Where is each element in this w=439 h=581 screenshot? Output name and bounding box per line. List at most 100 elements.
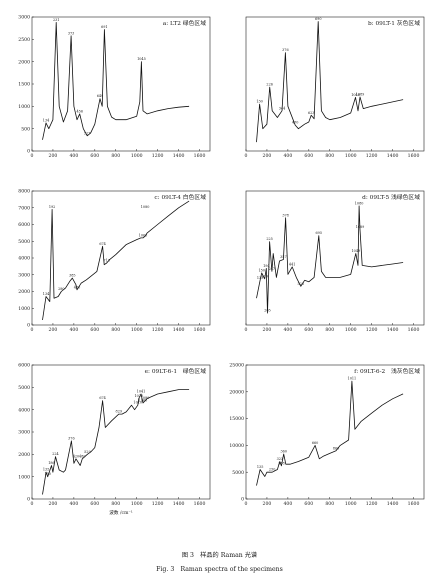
x-tick-label: 800	[325, 153, 334, 159]
x-tick-label: 1200	[366, 327, 378, 333]
x-tick-label: 1600	[408, 327, 420, 333]
peak-label: 441	[289, 262, 295, 266]
x-tick-label: 200	[263, 327, 272, 333]
peak-label: 134	[43, 118, 49, 122]
panel-title: c: 09LT-4 白色区域	[154, 193, 206, 201]
peak-label: 376	[282, 48, 288, 52]
spectrum-panel-4: 0 200 400 600 800 1000 1200 1400 1600 135 150 179 19…	[245, 190, 425, 333]
peak-label: 378	[282, 213, 288, 217]
x-tick-label: 0	[31, 501, 34, 507]
x-tick-label: 800	[325, 501, 334, 507]
peak-label: 713	[103, 259, 109, 263]
peak-label: 1046	[351, 93, 360, 97]
peak-label: 135	[257, 465, 263, 469]
peak-label: 360	[280, 449, 286, 453]
x-tick-label: 1400	[173, 153, 185, 159]
y-tick-label: 25000	[229, 363, 244, 369]
x-tick-label: 1000	[345, 153, 357, 159]
y-tick-label: 3000	[18, 15, 30, 21]
x-tick-label: 800	[111, 501, 120, 507]
x-tick-label: 0	[31, 153, 34, 159]
y-tick-label: 7000	[18, 205, 30, 211]
x-axis-label: 波数 /cm⁻¹	[109, 509, 133, 516]
y-tick-label: 0	[27, 497, 30, 503]
y-tick-label: 0	[27, 149, 30, 155]
peak-label: 226	[266, 83, 272, 87]
peak-label: 649	[97, 94, 103, 98]
x-tick-label: 1400	[387, 153, 399, 159]
peak-label: 231	[53, 18, 59, 22]
y-tick-label: 500	[21, 126, 30, 132]
y-tick-label: 15000	[229, 416, 244, 422]
y-tick-label: 5000	[18, 239, 30, 245]
plot-frame	[31, 190, 211, 326]
x-tick-label: 0	[245, 327, 248, 333]
x-tick-label: 1000	[131, 501, 143, 507]
peak-label: 430	[74, 285, 80, 289]
figure-caption-english: Fig. 3 Raman spectra of the specimens	[156, 566, 283, 573]
peak-label: 135	[257, 276, 263, 280]
y-tick-label: 2500	[18, 37, 30, 43]
x-tick-label: 1000	[131, 153, 143, 159]
spectrum-line	[42, 389, 190, 495]
plot-frame	[245, 16, 425, 152]
spectrum-line	[42, 21, 190, 140]
spectrum-line	[256, 21, 404, 143]
plot-frame	[31, 364, 211, 500]
y-tick-label: 6000	[18, 222, 30, 228]
peak-label: 225	[266, 237, 272, 241]
peak-label: 224	[52, 452, 58, 456]
peak-label: 1045	[137, 57, 146, 61]
panel-title: b: 09LT-1 灰色区域	[368, 19, 420, 27]
peak-label: 420	[73, 454, 79, 458]
y-tick-label: 20000	[229, 389, 244, 395]
spectrum-panel-5: 0 200 400 600 800 1000 1200 1400 1600 0 1000 2000 30…	[18, 363, 211, 516]
x-tick-label: 1200	[366, 153, 378, 159]
y-tick-label: 10000	[229, 443, 244, 449]
peak-label: 660	[312, 441, 318, 445]
peak-label: 1060	[139, 398, 148, 402]
peak-label: 250	[269, 468, 275, 472]
spectrum-panel-2: 0 200 400 600 800 1000 1200 1400 1600 130 226 344 37…	[245, 16, 425, 159]
x-tick-label: 600	[304, 153, 313, 159]
peak-label: 527	[84, 131, 90, 135]
peak-label: 150	[44, 472, 50, 476]
y-tick-label: 5000	[18, 385, 30, 391]
peak-label: 523	[298, 282, 304, 286]
x-tick-label: 1600	[194, 153, 206, 159]
y-tick-label: 8000	[18, 189, 30, 195]
peak-label: 690	[315, 17, 321, 21]
peak-label: 150	[258, 268, 264, 272]
x-tick-label: 400	[69, 501, 78, 507]
peak-label: 186	[48, 461, 54, 465]
x-tick-label: 200	[263, 153, 272, 159]
x-tick-label: 600	[90, 501, 99, 507]
peak-label: 247	[269, 267, 275, 271]
y-tick-label: 1500	[18, 82, 30, 88]
x-tick-label: 200	[49, 327, 58, 333]
peak-label: 1080	[141, 205, 150, 209]
peak-label: 860	[333, 446, 339, 450]
x-tick-label: 0	[245, 501, 248, 507]
peak-label: 1080	[355, 201, 364, 205]
x-tick-label: 1400	[173, 327, 185, 333]
peak-label: 134	[43, 292, 49, 296]
x-tick-label: 200	[49, 153, 58, 159]
peak-label: 1080	[141, 396, 150, 400]
x-tick-label: 1200	[152, 327, 164, 333]
x-tick-label: 1600	[194, 327, 206, 333]
peak-label: 357	[280, 255, 286, 259]
peak-label: 456	[77, 109, 83, 113]
x-tick-label: 1200	[152, 153, 164, 159]
figure-caption-chinese: 图 3 样品的 Raman 光谱	[182, 551, 257, 559]
peak-label: 385	[69, 274, 75, 278]
peak-label: 829	[116, 410, 122, 414]
peak-label: 1010	[133, 401, 142, 405]
spectrum-panel-3: 0 200 400 600 800 1000 1200 1400 1600 0 1000 2000 30…	[18, 189, 211, 333]
x-tick-label: 1400	[387, 501, 399, 507]
peak-label: 1011	[348, 377, 357, 381]
y-tick-label: 4000	[18, 407, 30, 413]
x-tick-label: 1000	[345, 327, 357, 333]
panel-title: f: 09LT-6-2 浅灰色区域	[354, 367, 420, 375]
